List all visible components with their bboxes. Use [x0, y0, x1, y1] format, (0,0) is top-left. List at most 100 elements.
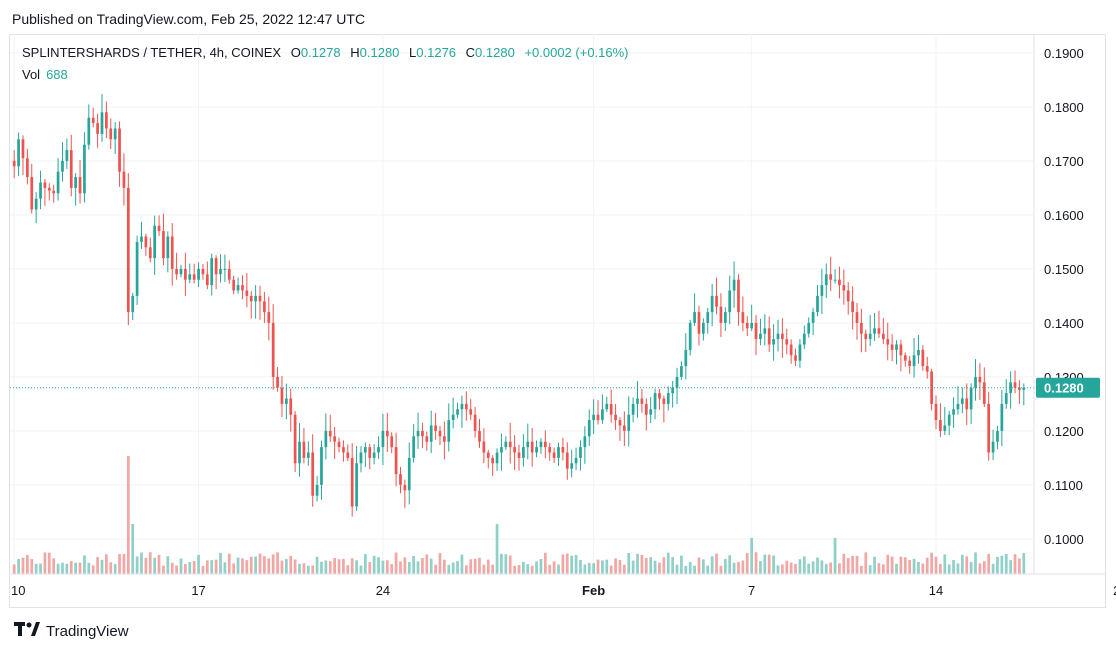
candle-body	[526, 441, 530, 448]
volume-bar	[851, 555, 854, 574]
candle-body	[802, 333, 806, 345]
volume-bar	[113, 564, 117, 574]
volume-bar	[925, 557, 929, 574]
candle-body	[320, 447, 323, 485]
candle-body	[776, 333, 780, 340]
volume-bar	[1013, 554, 1017, 574]
candle-body	[934, 403, 938, 421]
candle-body	[460, 403, 464, 410]
volume-bar	[728, 555, 732, 574]
candle-body	[561, 447, 565, 453]
volume-bar	[960, 554, 964, 574]
y-tick-label: 0.1800	[1044, 100, 1084, 115]
volume-bar	[21, 557, 25, 574]
volume-bar	[627, 552, 631, 574]
candle-body	[592, 414, 595, 421]
candle-body	[622, 425, 626, 431]
candle-body	[868, 333, 872, 340]
volume-bar	[245, 560, 249, 574]
candle-body	[552, 452, 556, 458]
candle-body	[157, 225, 161, 232]
volume-bar	[65, 563, 69, 574]
volume-bar	[166, 556, 170, 574]
candle-body	[421, 430, 424, 437]
volume-bar	[219, 552, 222, 574]
volume-bar	[644, 557, 648, 574]
volume-bar	[473, 558, 477, 574]
candle-body	[83, 144, 86, 194]
volume-bar	[429, 558, 433, 574]
volume-bar	[421, 558, 424, 574]
volume-bar	[87, 562, 91, 574]
volume-bar	[723, 558, 727, 574]
volume-bar	[293, 559, 297, 574]
candle-body	[407, 457, 411, 491]
volume-bar	[605, 559, 609, 574]
candle-body	[710, 295, 714, 313]
volume-bar	[886, 554, 890, 574]
volume-bar	[561, 554, 565, 574]
candle-body	[56, 171, 60, 194]
candle-body	[719, 306, 723, 323]
volume-bar	[47, 552, 51, 574]
volume-bar	[61, 562, 64, 574]
volume-bar	[908, 559, 912, 574]
volume-bar	[539, 559, 543, 574]
volume-bar	[982, 561, 986, 574]
volume-bar	[258, 553, 262, 574]
volume-bar	[254, 556, 257, 574]
candle-body	[495, 452, 499, 464]
candle-body	[254, 295, 257, 302]
open-label: O	[290, 45, 301, 60]
candle-body	[271, 322, 275, 377]
volume-bar	[952, 559, 955, 574]
candle-body	[675, 376, 679, 388]
candle-body	[438, 430, 442, 437]
candle-body	[772, 339, 775, 345]
volume-legend: Vol 688	[22, 67, 68, 82]
volume-bar	[873, 556, 876, 574]
candle-body	[627, 414, 631, 431]
volume-bar	[785, 560, 789, 574]
volume-bar	[320, 561, 323, 574]
candle-body	[162, 231, 165, 259]
published-caption: Published on TradingView.com, Feb 25, 20…	[12, 11, 366, 27]
candle-body	[311, 452, 315, 496]
volume-bar	[557, 564, 560, 574]
volume-bars	[12, 456, 1026, 574]
volume-bar	[1022, 553, 1026, 574]
candle-body	[122, 171, 126, 188]
candle-body	[425, 436, 429, 442]
footer-brand[interactable]: TradingView	[14, 622, 129, 640]
candle-body	[429, 425, 433, 442]
candle-body	[829, 274, 833, 280]
volume-bar	[416, 561, 420, 574]
candle-body	[69, 150, 73, 188]
candle-body	[205, 274, 209, 286]
volume-bar	[649, 557, 653, 574]
y-tick-label: 0.1200	[1044, 424, 1084, 439]
volume-value: 688	[46, 67, 68, 82]
volume-bar	[236, 557, 240, 574]
volume-bar	[342, 558, 345, 574]
candle-body	[192, 274, 196, 280]
volume-bar	[587, 562, 591, 574]
open-value: 0.1278	[300, 45, 341, 60]
volume-bar	[565, 553, 569, 574]
candle-body	[267, 312, 271, 323]
volume-bar	[508, 555, 512, 574]
volume-bar	[131, 524, 135, 574]
volume-bar	[495, 524, 499, 574]
candle-body	[394, 447, 398, 475]
volume-bar	[543, 552, 547, 574]
volume-bar	[574, 555, 578, 574]
volume-bar	[592, 563, 595, 574]
candle-body	[596, 414, 600, 421]
candle-body	[223, 268, 227, 270]
volume-bar	[69, 561, 73, 574]
volume-bar	[140, 552, 143, 574]
candle-body	[873, 328, 876, 334]
candle-body	[65, 150, 69, 161]
y-tick-label: 0.1900	[1044, 46, 1084, 61]
